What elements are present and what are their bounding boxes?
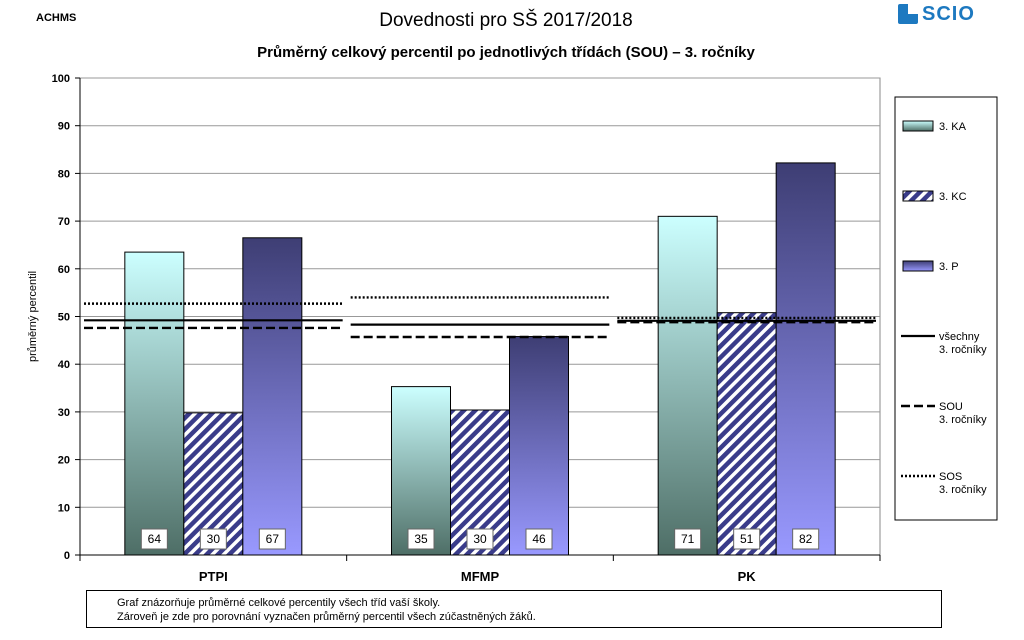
x-tick-label: PK — [738, 569, 757, 584]
percentile-bar-chart: 0 10 20 30 40 50 60 70 80 90 100 průměrný percentil… — [27, 73, 998, 584]
data-label: 82 — [799, 532, 813, 546]
legend-entry: SOS 3. ročníky — [939, 471, 987, 496]
y-tick-label: 90 — [58, 121, 70, 133]
data-label-box — [733, 528, 761, 550]
y-tick-label: 10 — [58, 502, 70, 514]
y-tick-label: 40 — [58, 359, 70, 371]
y-tick-label: 50 — [58, 312, 70, 324]
data-label: 67 — [266, 532, 280, 546]
y-tick-label: 0 — [64, 550, 70, 562]
legend-swatch — [902, 260, 934, 272]
data-label-box — [792, 528, 820, 550]
y-axis-label: průměrný percentil — [27, 271, 39, 362]
bar — [657, 215, 718, 556]
x-tick-label: MFMP — [461, 569, 500, 584]
data-label-box — [407, 528, 435, 550]
data-label: 64 — [148, 532, 162, 546]
bar — [509, 336, 569, 556]
legend-swatch — [902, 190, 934, 202]
scio-logo-icon — [898, 4, 918, 24]
y-tick-label: 100 — [52, 73, 70, 85]
data-label: 46 — [532, 532, 546, 546]
y-tick-label: 60 — [58, 264, 70, 276]
legend-swatch — [902, 120, 934, 132]
data-label: 71 — [681, 532, 695, 546]
chart-note-line-1: Graf znázorňuje průměrné celkové percent… — [117, 597, 441, 609]
data-label-box — [674, 528, 702, 550]
data-label: 35 — [414, 532, 428, 546]
scio-logo-text: SCIO — [922, 2, 975, 25]
chart-subtitle: Průměrný celkový percentil po jednotlivý… — [257, 44, 755, 61]
chart-note: Graf znázorňuje průměrné celkové percent… — [86, 590, 942, 628]
legend: 3. KA 3. KC 3. P všechny 3. ročníky SOU 3. roč… — [894, 96, 998, 521]
y-tick-label: 70 — [58, 216, 70, 228]
data-label-box — [466, 528, 494, 550]
scio-logo: SCIO — [898, 2, 975, 26]
page-title: Dovednosti pro SŠ 2017/2018 — [379, 10, 633, 31]
legend-box — [894, 96, 998, 521]
chart-note-line-2: Zároveň je zde pro porovnání vyznačen pr… — [117, 611, 536, 623]
x-tick-label: PTPI — [199, 569, 228, 584]
data-label: 51 — [740, 532, 754, 546]
legend-entry: 3. P — [939, 261, 959, 273]
y-tick-label: 80 — [58, 168, 70, 180]
bar — [716, 312, 777, 556]
legend-entry: 3. KA — [939, 121, 967, 133]
data-label: 30 — [207, 532, 221, 546]
bars: 64 30 67 35 30 46 71 51 82 — [124, 162, 836, 556]
data-label-box — [199, 528, 227, 550]
data-label-box — [258, 528, 286, 550]
y-axis: 0 10 20 30 40 50 60 70 80 90 100 průměrný percentil — [27, 73, 81, 562]
legend-entry: všechny 3. ročníky — [939, 331, 987, 356]
bar — [124, 251, 185, 556]
reference-lines — [84, 296, 876, 339]
data-label-box — [140, 528, 168, 550]
legend-entry: 3. KC — [939, 191, 967, 203]
y-tick-label: 20 — [58, 455, 70, 467]
legend-entry: SOU 3. ročníky — [939, 401, 987, 426]
bar — [242, 237, 303, 556]
y-tick-label: 30 — [58, 407, 70, 419]
bar — [775, 162, 836, 556]
school-code: ACHMS — [36, 12, 77, 24]
x-axis: PTPI MFMP PK — [79, 554, 881, 584]
data-label-box — [525, 528, 553, 550]
data-label: 30 — [473, 532, 487, 546]
bar — [391, 386, 451, 556]
